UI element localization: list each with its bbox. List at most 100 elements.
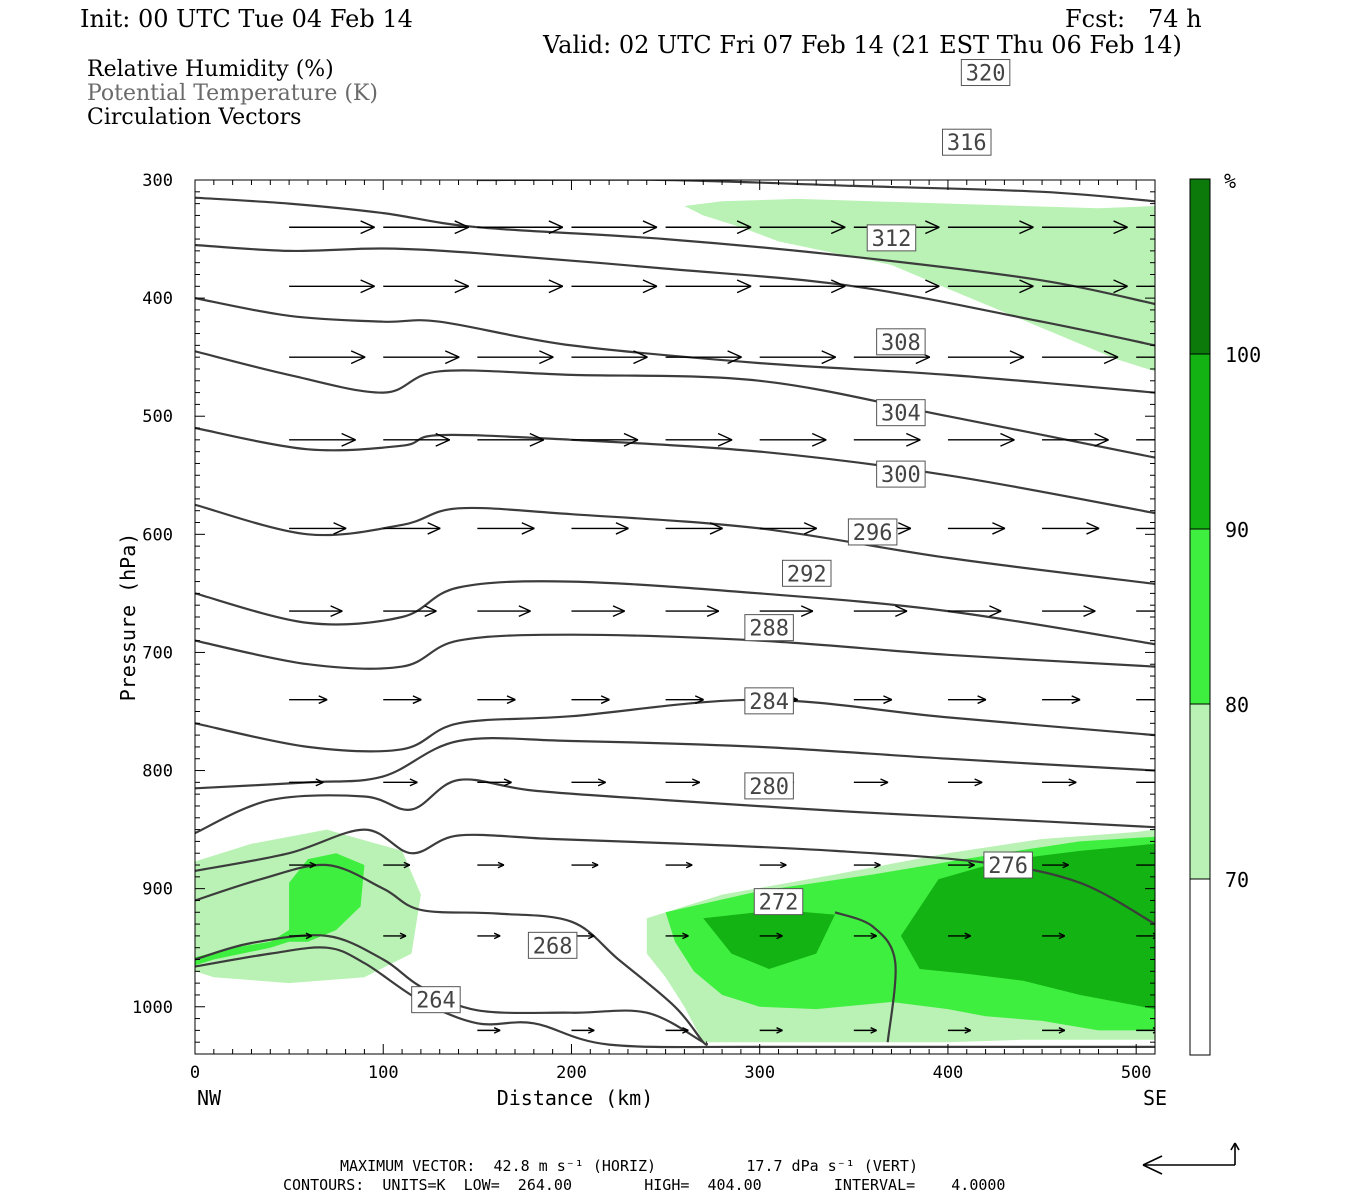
x-tick-label: 500 — [1121, 1063, 1152, 1083]
circulation-vector — [383, 220, 470, 235]
colorbar-label: 70 — [1225, 868, 1249, 892]
theta-contour-312 — [195, 297, 1155, 394]
vector-head — [1009, 350, 1025, 358]
circulation-vector — [947, 861, 975, 869]
theta-label-272: 272 — [759, 891, 799, 916]
vector-head — [1166, 700, 1174, 704]
vector-head — [874, 861, 881, 866]
vector-head — [830, 279, 846, 287]
circulation-vector — [759, 932, 783, 940]
vector-head — [727, 356, 742, 365]
vector-head — [1062, 864, 1069, 869]
vector-head — [1071, 695, 1081, 701]
circulation-vector — [1042, 350, 1119, 365]
colorbar-segment — [1190, 179, 1210, 354]
vector-head — [925, 220, 940, 228]
colorbar-label: 80 — [1225, 693, 1249, 717]
vector-head — [529, 439, 545, 447]
vector-head — [736, 285, 752, 294]
theta-label-box-288 — [744, 614, 794, 642]
circulation-vector — [759, 1027, 783, 1034]
vector-head — [409, 781, 418, 787]
circulation-vector — [1042, 778, 1077, 787]
vector-head — [1163, 779, 1171, 782]
colorbar-segment — [1190, 704, 1210, 879]
theta-contour-324 — [477, 180, 1155, 203]
vector-head — [1113, 285, 1128, 294]
circulation-vector — [1042, 695, 1081, 705]
vector-head — [600, 699, 610, 705]
theta-label-box-268 — [527, 931, 578, 959]
theta-label-box-264 — [411, 986, 461, 1014]
vector-head — [506, 695, 516, 701]
theta-label-box-296 — [847, 518, 898, 546]
vector-head — [444, 356, 460, 365]
circulation-vector — [571, 432, 639, 447]
theta-contour-288 — [195, 698, 1155, 753]
theta-label-box-300 — [876, 460, 926, 488]
vector-head — [360, 279, 375, 287]
vector-head — [454, 220, 470, 228]
vector-head — [309, 861, 317, 866]
vector-head — [1113, 220, 1128, 228]
circulation-vector — [571, 522, 629, 535]
vector-head — [612, 610, 625, 617]
vector-head — [830, 220, 846, 228]
vector-head — [691, 778, 701, 783]
vector-head — [403, 864, 411, 869]
vector-head — [360, 285, 375, 294]
vector-head — [642, 226, 658, 235]
circulation-vector — [1042, 1027, 1066, 1034]
vector-head — [612, 605, 625, 612]
vector-head — [412, 695, 422, 701]
vector-head — [989, 610, 1002, 617]
circulation-vector — [571, 1027, 595, 1034]
circulation-vector — [383, 932, 407, 940]
vector-head — [897, 522, 912, 530]
vector-head — [1068, 781, 1077, 787]
circulation-vector — [853, 432, 921, 447]
circulation-vector — [477, 778, 512, 787]
vector-head — [694, 695, 704, 701]
vector-head — [521, 522, 535, 530]
circulation-vector — [665, 695, 704, 705]
circulation-vector — [477, 861, 505, 869]
vector-head — [803, 522, 817, 530]
circulation-vector — [759, 350, 836, 365]
vector-head — [776, 1029, 783, 1034]
circulation-vector — [665, 605, 720, 617]
theta-contour-280 — [195, 778, 1155, 835]
vector-head — [521, 527, 535, 535]
vector-head — [992, 522, 1006, 530]
vector-head — [1083, 605, 1096, 612]
vector-head — [706, 605, 720, 612]
vector-head — [318, 695, 328, 701]
vector-head — [341, 432, 356, 441]
vector-head — [623, 432, 639, 441]
y-tick-label: 600 — [142, 525, 173, 545]
vector-head — [883, 699, 893, 705]
vector-head — [1058, 1029, 1066, 1034]
circulation-vector — [1136, 527, 1155, 530]
vector-head — [883, 695, 893, 701]
vector-head — [350, 356, 366, 365]
colorbar-segment — [1190, 879, 1210, 1055]
x-tick-label: 400 — [933, 1063, 964, 1083]
vector-head — [880, 778, 889, 783]
vector-head — [1019, 279, 1034, 287]
circulation-vector — [383, 279, 470, 294]
circulation-vector — [665, 932, 689, 940]
vector-head — [412, 699, 422, 705]
circulation-vector — [1042, 432, 1109, 447]
circulation-vector — [1042, 932, 1066, 940]
vector-head — [587, 1027, 595, 1032]
y-tick-label: 700 — [142, 643, 173, 663]
rh-region-80-3 — [195, 853, 365, 966]
vector-head — [1178, 611, 1190, 616]
field-theta-title: Potential Temperature (K) — [87, 81, 378, 106]
vector-head — [906, 432, 921, 441]
circulation-vector — [1042, 605, 1096, 617]
vector-head — [399, 932, 407, 937]
circulation-vector — [947, 522, 1006, 535]
